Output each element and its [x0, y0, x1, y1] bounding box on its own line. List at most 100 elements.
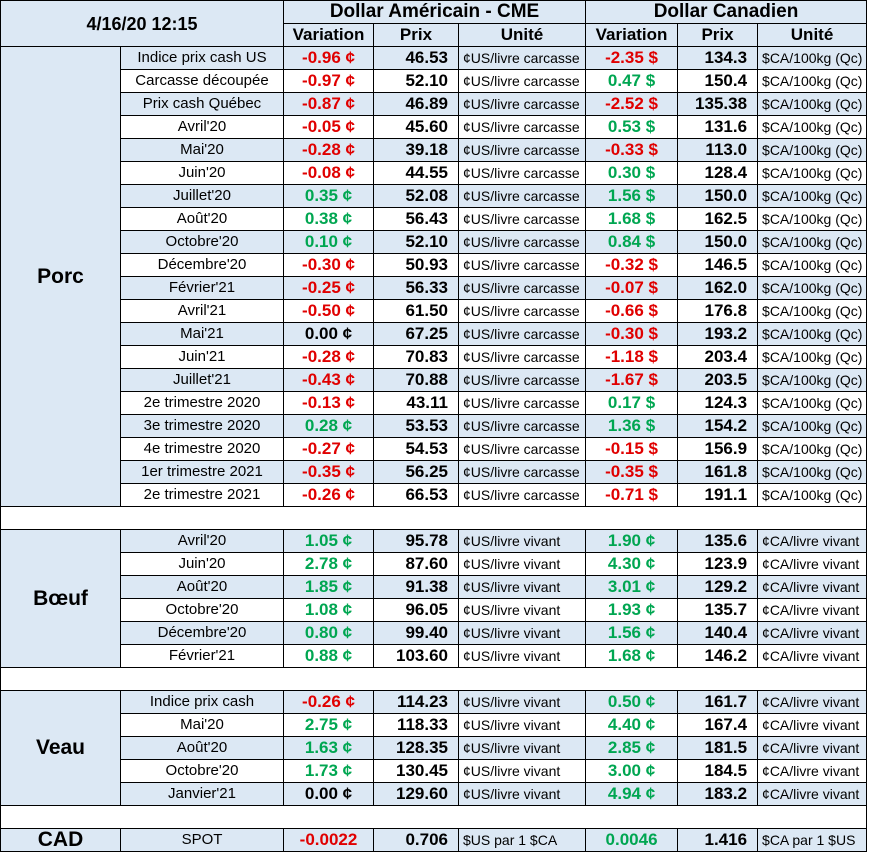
us-prix-cell: 44.55 — [373, 161, 459, 185]
row-label: Avril'21 — [120, 299, 284, 323]
us-unit-cell: ¢US/livre carcasse — [457, 138, 587, 162]
us-variation-cell: -0.28 ¢ — [283, 345, 374, 369]
us-variation-cell: -0.43 ¢ — [283, 368, 374, 392]
row-label: Mai'21 — [120, 322, 284, 346]
ca-variation-cell: 1.36 $ — [585, 414, 679, 438]
ca-unit-cell: $CA/100kg (Qc) — [757, 46, 868, 70]
row-label: Carcasse découpée — [120, 69, 284, 93]
us-prix-cell: 114.23 — [373, 690, 459, 714]
ca-variation-cell: 0.84 $ — [585, 230, 679, 254]
us-prix-cell: 70.83 — [373, 345, 459, 369]
us-variation-cell: -0.27 ¢ — [283, 437, 374, 461]
table-row: Mai'20 2.75 ¢ 118.33 ¢US/livre vivant 4.40 ¢… — [1, 713, 868, 737]
row-label: Indice prix cash US — [120, 46, 284, 70]
ca-prix-cell: 135.38 — [677, 92, 759, 116]
ca-unit-cell: $CA/100kg (Qc) — [757, 69, 868, 93]
us-prix-cell: 45.60 — [373, 115, 459, 139]
table-row: Janvier'21 0.00 ¢ 129.60 ¢US/livre vivant 4.… — [1, 782, 868, 806]
ca-variation-cell: 1.56 ¢ — [585, 621, 679, 645]
ca-prix-cell: 167.4 — [677, 713, 759, 737]
us-unit-cell: ¢US/livre vivant — [457, 552, 587, 576]
us-unit-cell: $US par 1 $CA — [457, 828, 587, 852]
ca-unit-cell: $CA/100kg (Qc) — [757, 230, 868, 254]
ca-prix-cell: 140.4 — [677, 621, 759, 645]
category-label: Bœuf — [0, 529, 121, 668]
us-prix-cell: 39.18 — [373, 138, 459, 162]
us-unit-cell: ¢US/livre carcasse — [457, 207, 587, 231]
ca-variation-cell: -0.07 $ — [585, 276, 679, 300]
ca-unit-cell: ¢CA/livre vivant — [757, 552, 868, 576]
us-variation-cell: -0.50 ¢ — [283, 299, 374, 323]
ca-variation-cell: 0.30 $ — [585, 161, 679, 185]
us-prix-cell: 43.11 — [373, 391, 459, 415]
us-variation-cell: -0.26 ¢ — [283, 690, 374, 714]
us-unit-cell: ¢US/livre carcasse — [457, 414, 587, 438]
table-row: 2e trimestre 2021 -0.26 ¢ 66.53 ¢US/livre c… — [1, 483, 868, 507]
row-label: SPOT — [120, 828, 284, 852]
us-unit-cell: ¢US/livre vivant — [457, 782, 587, 806]
ca-variation-cell: 1.56 $ — [585, 184, 679, 208]
table-row: Août'20 0.38 ¢ 56.43 ¢US/livre carcasse 1.68… — [1, 207, 868, 231]
ca-variation-header: Variation — [585, 23, 679, 47]
row-label: Février'21 — [120, 644, 284, 668]
ca-prix-cell: 1.416 — [677, 828, 759, 852]
ca-unit-cell: ¢CA/livre vivant — [757, 690, 868, 714]
ca-prix-cell: 124.3 — [677, 391, 759, 415]
us-unite-header: Unité — [457, 23, 587, 47]
table-row: Février'21 -0.25 ¢ 56.33 ¢US/livre carcasse… — [1, 276, 868, 300]
table-row: 3e trimestre 2020 0.28 ¢ 53.53 ¢US/livre ca… — [1, 414, 868, 438]
us-prix-cell: 128.35 — [373, 736, 459, 760]
spacer-cell — [0, 667, 868, 691]
ca-variation-cell: 0.50 ¢ — [585, 690, 679, 714]
us-prix-header: Prix — [373, 23, 459, 47]
table-row: Veau Indice prix cash -0.26 ¢ 114.23 ¢US/liv… — [0, 690, 868, 806]
us-unit-cell: ¢US/livre carcasse — [457, 253, 587, 277]
ca-variation-cell: 4.94 ¢ — [585, 782, 679, 806]
ca-variation-cell: 2.85 ¢ — [585, 736, 679, 760]
ca-prix-cell: 162.0 — [677, 276, 759, 300]
ca-prix-cell: 156.9 — [677, 437, 759, 461]
us-variation-cell: -0.96 ¢ — [283, 46, 374, 70]
us-unit-cell: ¢US/livre carcasse — [457, 69, 587, 93]
us-prix-cell: 91.38 — [373, 575, 459, 599]
us-variation-cell: -0.35 ¢ — [283, 460, 374, 484]
us-prix-cell: 50.93 — [373, 253, 459, 277]
table-row: Juin'20 -0.08 ¢ 44.55 ¢US/livre carcasse 0.3… — [1, 161, 868, 185]
us-unit-cell: ¢US/livre vivant — [457, 713, 587, 737]
table-row: 1er trimestre 2021 -0.35 ¢ 56.25 ¢US/livre … — [1, 460, 868, 484]
ca-prix-cell: 134.3 — [677, 46, 759, 70]
ca-prix-cell: 123.9 — [677, 552, 759, 576]
us-variation-cell: 1.08 ¢ — [283, 598, 374, 622]
ca-unit-cell: $CA/100kg (Qc) — [757, 276, 868, 300]
ca-unit-cell: $CA par 1 $US — [757, 828, 868, 852]
us-prix-cell: 52.10 — [373, 69, 459, 93]
us-prix-cell: 118.33 — [373, 713, 459, 737]
ca-unit-cell: $CA/100kg (Qc) — [757, 138, 868, 162]
us-prix-cell: 87.60 — [373, 552, 459, 576]
us-unit-cell: ¢US/livre carcasse — [457, 437, 587, 461]
ca-unit-cell: $CA/100kg (Qc) — [757, 460, 868, 484]
ca-unit-cell: ¢CA/livre vivant — [757, 529, 868, 553]
table-row: 4e trimestre 2020 -0.27 ¢ 54.53 ¢US/livre c… — [1, 437, 868, 461]
ca-prix-header: Prix — [677, 23, 759, 47]
ca-unit-cell: $CA/100kg (Qc) — [757, 345, 868, 369]
row-label: Prix cash Québec — [120, 92, 284, 116]
ca-prix-cell: 184.5 — [677, 759, 759, 783]
ca-prix-cell: 150.0 — [677, 184, 759, 208]
row-label: Juin'20 — [120, 552, 284, 576]
us-variation-cell: -0.25 ¢ — [283, 276, 374, 300]
us-variation-cell: 0.80 ¢ — [283, 621, 374, 645]
ca-variation-cell: -1.18 $ — [585, 345, 679, 369]
table-row: Juillet'21 -0.43 ¢ 70.88 ¢US/livre carcasse… — [1, 368, 868, 392]
us-unit-cell: ¢US/livre vivant — [457, 644, 587, 668]
row-label: Juillet'21 — [120, 368, 284, 392]
row-label: Décembre'20 — [120, 253, 284, 277]
us-prix-cell: 53.53 — [373, 414, 459, 438]
ca-variation-cell: 0.53 $ — [585, 115, 679, 139]
row-label: 4e trimestre 2020 — [120, 437, 284, 461]
us-prix-cell: 66.53 — [373, 483, 459, 507]
us-variation-cell: 2.78 ¢ — [283, 552, 374, 576]
us-unit-cell: ¢US/livre vivant — [457, 736, 587, 760]
